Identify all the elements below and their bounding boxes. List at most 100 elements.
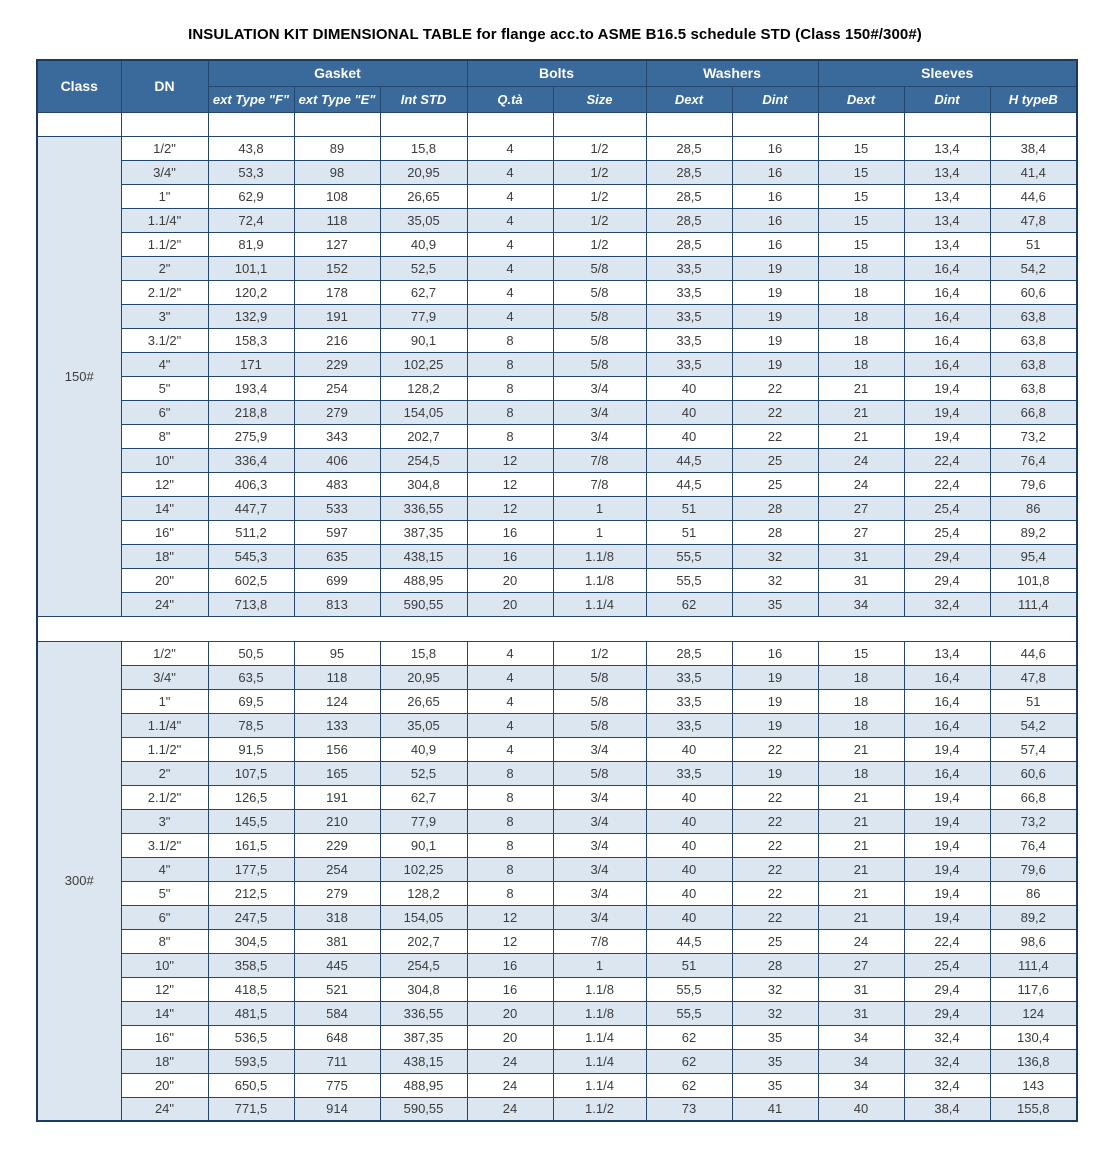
cell-washer-dext: 28,5: [645, 183, 733, 209]
empty-cell: [466, 111, 554, 137]
cell-sleeve-h-typeb: 47,8: [989, 207, 1078, 233]
empty-cell: [903, 111, 991, 137]
cell-gasket-ext-type-e: 152: [293, 255, 381, 281]
cell-sleeve-dext: 21: [817, 375, 905, 401]
cell-bolts-size: 3/4: [552, 399, 647, 425]
cell-gasket-int-std: 336,55: [379, 1000, 468, 1026]
cell-sleeve-dint: 16,4: [903, 279, 991, 305]
cell-sleeve-h-typeb: 111,4: [989, 952, 1078, 978]
cell-dn: 16": [120, 519, 209, 545]
cell-gasket-int-std: 590,55: [379, 591, 468, 617]
cell-washer-dint: 35: [731, 1024, 819, 1050]
cell-gasket-ext-type-e: 445: [293, 952, 381, 978]
cell-sleeve-dext: 18: [817, 664, 905, 690]
cell-bolts-size: 1/2: [552, 159, 647, 185]
cell-sleeve-dint: 19,4: [903, 736, 991, 762]
header-sub-row: ext Type "F" ext Type "E" Int STD Q.tà S…: [37, 85, 1078, 113]
table-row: 24" 713,8 813 590,55 20 1.1/4 62 35 34 32,4 111,4: [37, 591, 1078, 617]
cell-gasket-ext-type-f: 650,5: [207, 1072, 295, 1098]
cell-sleeve-h-typeb: 86: [989, 495, 1078, 521]
cell-sleeve-dint: 13,4: [903, 207, 991, 233]
cell-dn: 2": [120, 760, 209, 786]
cell-gasket-int-std: 62,7: [379, 784, 468, 810]
table-row: 16" 511,2 597 387,35 16 1 51 28 27 25,4 89,2: [37, 519, 1078, 545]
cell-dn: 5": [120, 375, 209, 401]
cell-gasket-ext-type-e: 406: [293, 447, 381, 473]
header-group-bolts: Bolts: [466, 59, 647, 87]
cell-sleeve-dint: 19,4: [903, 375, 991, 401]
cell-washer-dint: 19: [731, 255, 819, 281]
cell-bolts-size: 5/8: [552, 351, 647, 377]
cell-gasket-ext-type-f: 126,5: [207, 784, 295, 810]
cell-sleeve-dint: 29,4: [903, 567, 991, 593]
cell-gasket-ext-type-f: 53,3: [207, 159, 295, 185]
cell-gasket-int-std: 35,05: [379, 207, 468, 233]
cell-bolts-size: 5/8: [552, 255, 647, 281]
cell-sleeve-h-typeb: 57,4: [989, 736, 1078, 762]
cell-washer-dext: 73: [645, 1096, 733, 1122]
cell-washer-dint: 19: [731, 712, 819, 738]
cell-gasket-ext-type-e: 483: [293, 471, 381, 497]
cell-gasket-int-std: 15,8: [379, 135, 468, 161]
cell-bolts-qty: 12: [466, 904, 554, 930]
cell-dn: 3/4": [120, 159, 209, 185]
cell-sleeve-h-typeb: 47,8: [989, 664, 1078, 690]
cell-washer-dint: 35: [731, 591, 819, 617]
empty-cell: [989, 111, 1078, 137]
cell-gasket-ext-type-f: 304,5: [207, 928, 295, 954]
cell-gasket-ext-type-e: 98: [293, 159, 381, 185]
cell-washer-dint: 35: [731, 1048, 819, 1074]
class-cell: 150#: [36, 135, 122, 617]
cell-dn: 18": [120, 543, 209, 569]
cell-gasket-int-std: 254,5: [379, 447, 468, 473]
cell-washer-dint: 25: [731, 447, 819, 473]
cell-sleeve-dint: 19,4: [903, 832, 991, 858]
cell-washer-dint: 19: [731, 760, 819, 786]
cell-gasket-ext-type-f: 62,9: [207, 183, 295, 209]
cell-bolts-qty: 20: [466, 591, 554, 617]
table-row: 3/4" 53,3 98 20,95 4 1/2 28,5 16 15 13,4 41,4: [37, 159, 1078, 185]
cell-sleeve-dext: 15: [817, 231, 905, 257]
empty-cell: [817, 111, 905, 137]
cell-sleeve-dext: 31: [817, 543, 905, 569]
cell-sleeve-dint: 25,4: [903, 495, 991, 521]
cell-sleeve-dint: 22,4: [903, 928, 991, 954]
cell-gasket-int-std: 20,95: [379, 159, 468, 185]
cell-gasket-ext-type-e: 343: [293, 423, 381, 449]
cell-gasket-ext-type-f: 511,2: [207, 519, 295, 545]
cell-washer-dext: 33,5: [645, 255, 733, 281]
cell-sleeve-h-typeb: 111,4: [989, 591, 1078, 617]
cell-bolts-size: 1: [552, 495, 647, 521]
cell-sleeve-dext: 21: [817, 736, 905, 762]
empty-cell: [552, 111, 647, 137]
header-dn: DN: [120, 59, 209, 113]
cell-washer-dint: 16: [731, 207, 819, 233]
cell-bolts-size: 3/4: [552, 736, 647, 762]
cell-gasket-ext-type-f: 91,5: [207, 736, 295, 762]
cell-gasket-int-std: 202,7: [379, 423, 468, 449]
cell-bolts-size: 5/8: [552, 712, 647, 738]
header-group-sleeves: Sleeves: [817, 59, 1078, 87]
cell-bolts-size: 1/2: [552, 231, 647, 257]
cell-washer-dext: 62: [645, 1048, 733, 1074]
cell-washer-dext: 33,5: [645, 327, 733, 353]
table-header: Class DN Gasket Bolts Washers Sleeves ex…: [36, 59, 1078, 113]
cell-gasket-ext-type-e: 229: [293, 832, 381, 858]
cell-gasket-ext-type-e: 584: [293, 1000, 381, 1026]
cell-dn: 10": [120, 952, 209, 978]
table-row: 10" 358,5 445 254,5 16 1 51 28 27 25,4 111,4: [37, 952, 1078, 978]
cell-gasket-ext-type-f: 418,5: [207, 976, 295, 1002]
cell-sleeve-dext: 21: [817, 856, 905, 882]
cell-dn: 16": [120, 1024, 209, 1050]
cell-sleeve-dext: 34: [817, 1048, 905, 1074]
cell-bolts-qty: 4: [466, 712, 554, 738]
cell-sleeve-dext: 18: [817, 712, 905, 738]
cell-gasket-int-std: 15,8: [379, 640, 468, 666]
cell-sleeve-dext: 27: [817, 952, 905, 978]
cell-gasket-ext-type-f: 132,9: [207, 303, 295, 329]
cell-washer-dint: 28: [731, 495, 819, 521]
cell-gasket-ext-type-f: 602,5: [207, 567, 295, 593]
cell-gasket-ext-type-f: 536,5: [207, 1024, 295, 1050]
cell-bolts-qty: 8: [466, 327, 554, 353]
cell-sleeve-dint: 19,4: [903, 856, 991, 882]
